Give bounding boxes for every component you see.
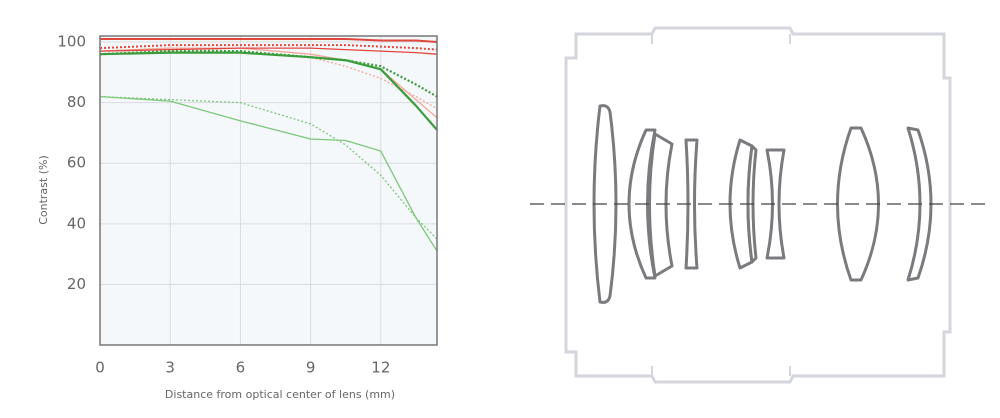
y-tick-label: 80 xyxy=(67,93,86,111)
lens-housing xyxy=(564,26,952,384)
mtf-line xyxy=(99,47,438,55)
mtf-line xyxy=(99,95,438,252)
lens-diagram xyxy=(530,26,992,384)
lens-element xyxy=(765,148,786,260)
plot-bg xyxy=(100,36,437,345)
x-tick-label: 9 xyxy=(306,359,316,377)
plot-frame xyxy=(99,35,438,346)
y-tick-label: 60 xyxy=(67,154,86,172)
x-tick-label: 12 xyxy=(371,359,390,377)
mtf-line xyxy=(99,44,438,51)
mtf-line xyxy=(99,51,438,131)
mtf-line xyxy=(100,38,438,44)
x-tick-label: 3 xyxy=(165,359,175,377)
mtf-line xyxy=(99,47,438,110)
mtf-line xyxy=(99,95,438,240)
x-axis-label: Distance from optical center of lens (mm… xyxy=(165,388,395,401)
y-axis-label: Contrast (%) xyxy=(37,155,50,225)
y-tick-label: 40 xyxy=(67,214,86,232)
lens-element xyxy=(684,138,699,270)
x-tick-label: 0 xyxy=(95,359,105,377)
y-tick-label: 100 xyxy=(57,33,86,51)
x-tick-label: 6 xyxy=(236,359,246,377)
lines xyxy=(99,38,438,252)
y-tick-label: 20 xyxy=(67,275,86,293)
lens-element xyxy=(648,132,674,278)
lens-element xyxy=(906,126,933,282)
